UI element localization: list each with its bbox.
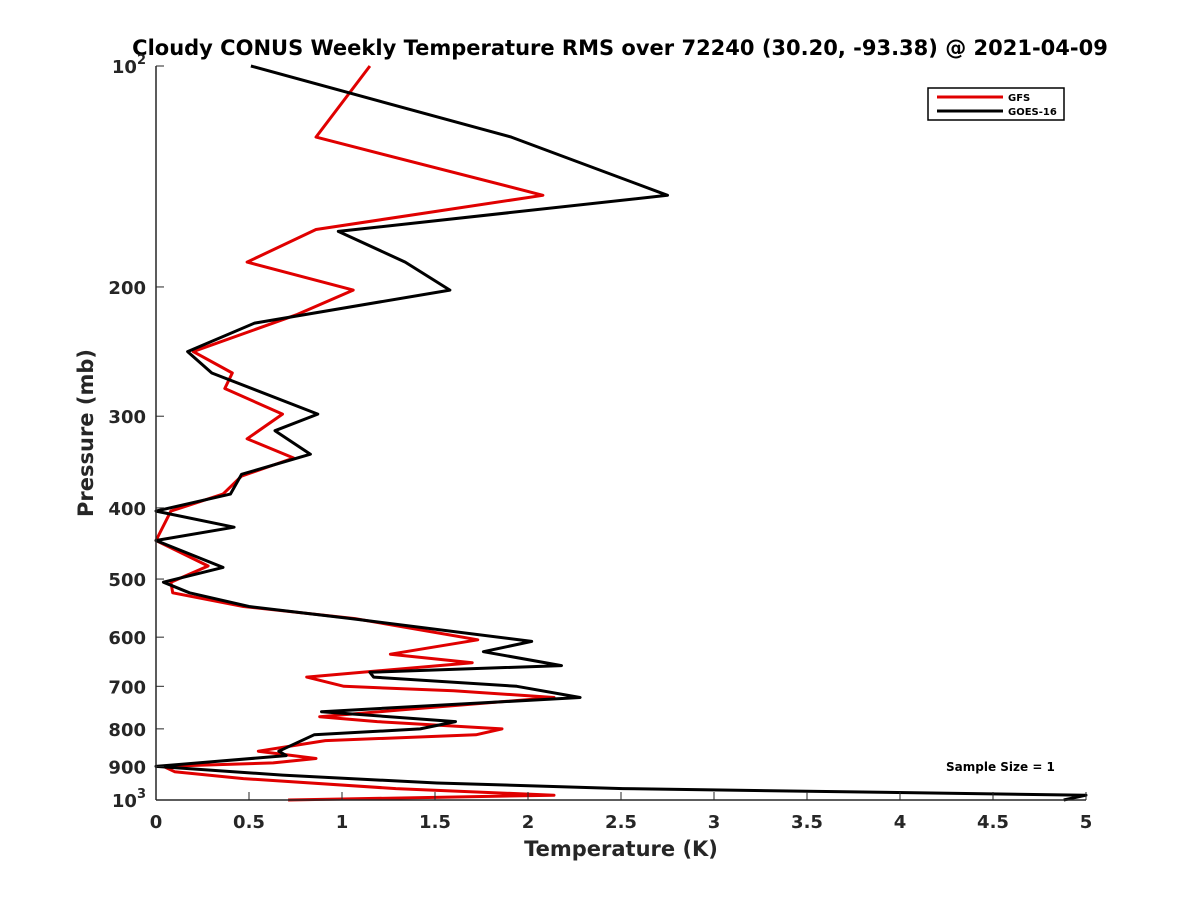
y-tick-label-base: 10 [112,57,137,78]
x-tick-label: 3.5 [791,812,823,833]
y-tick-label-exponent: 2 [137,53,146,68]
legend: GFS GOES-16 [927,87,1065,121]
y-tick-label: 700 [108,677,146,698]
x-axis-label: Temperature (K) [524,837,718,861]
y-tick-label: 300 [108,407,146,428]
x-tick-label: 2.5 [605,812,637,833]
series-line-gfs [154,65,556,802]
sample-size-annotation: Sample Size = 1 [946,760,1055,774]
series-line-goes-16 [154,64,1088,802]
x-tick-label: 1 [336,812,349,833]
x-tick-label: 0 [150,812,163,833]
legend-box [927,87,1065,121]
legend-label-gfs: GFS [1008,93,1030,104]
x-tick-label: 4.5 [977,812,1009,833]
y-tick-label: 800 [108,720,146,741]
series-layer [154,64,1088,802]
legend-label-goes16: GOES-16 [1008,107,1057,118]
y-tick-label: 102 [112,53,146,78]
y-tick-label: 200 [108,278,146,299]
x-tick-label: 0.5 [233,812,265,833]
x-tick-label: 1.5 [419,812,451,833]
x-tick-label: 4 [894,812,907,833]
y-tick-label: 600 [108,628,146,649]
y-tick-label: 400 [108,499,146,520]
y-axis-label: Pressure (mb) [74,349,98,517]
x-tick-label: 2 [522,812,535,833]
x-tick-label: 5 [1080,812,1093,833]
y-tick-label: 900 [108,757,146,778]
x-axis-ticks: 0 0.5 1 1.5 2 2.5 3 3.5 4 4.5 5 [150,792,1093,833]
x-tick-label: 3 [708,812,721,833]
y-tick-label: 500 [108,570,146,591]
y-tick-label: 103 [112,787,146,812]
y-tick-label-exponent: 3 [137,787,146,802]
y-tick-label-base: 10 [112,791,137,812]
chart-title: Cloudy CONUS Weekly Temperature RMS over… [132,36,1108,60]
